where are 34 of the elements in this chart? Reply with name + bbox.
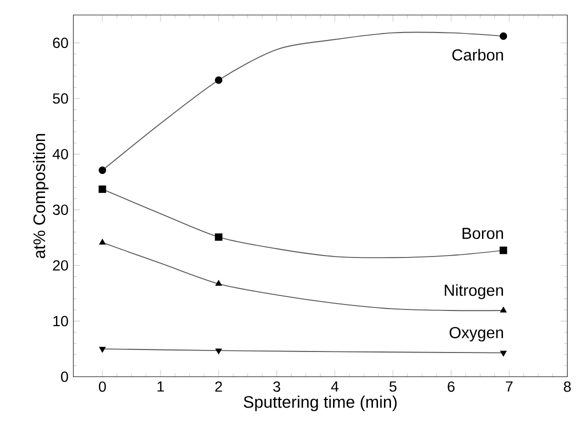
y-tick-label: 40 <box>52 148 68 160</box>
x-tick-label: 4 <box>331 381 338 392</box>
x-tick-label: 3 <box>273 381 280 392</box>
x-tick-label: 0 <box>98 381 106 392</box>
x-tick-label: 8 <box>564 381 571 392</box>
y-tick-label: 60 <box>53 38 68 48</box>
series-label: Oxygen <box>450 326 503 342</box>
point <box>500 246 508 254</box>
x-tick-label: 7 <box>506 381 513 392</box>
y-tick-label: 30 <box>52 204 68 215</box>
point <box>99 346 106 353</box>
x-tick-label: 1 <box>158 381 164 392</box>
series-label: Nitrogen <box>444 284 503 300</box>
y-tick-label: 20 <box>53 260 68 271</box>
y-tick-label: 0 <box>61 372 68 382</box>
x-tick-label: 2 <box>215 381 222 392</box>
point <box>215 280 222 286</box>
x-axis-title: Sputtering time (min) <box>244 396 397 412</box>
point <box>98 185 106 193</box>
y-tick-label: 10 <box>53 316 68 326</box>
point <box>98 166 106 174</box>
series-label: Boron <box>462 228 503 240</box>
point <box>500 32 508 40</box>
point <box>500 306 507 313</box>
y-axis-title: at% Composition <box>32 134 48 258</box>
point <box>214 76 222 84</box>
point <box>214 233 222 241</box>
series-label: Carbon <box>452 48 503 61</box>
y-tick-label: 50 <box>52 93 68 104</box>
point <box>99 238 106 245</box>
x-tick-label: 5 <box>389 381 396 392</box>
x-tick-label: 6 <box>448 381 455 392</box>
point <box>215 348 222 354</box>
point <box>500 350 507 357</box>
